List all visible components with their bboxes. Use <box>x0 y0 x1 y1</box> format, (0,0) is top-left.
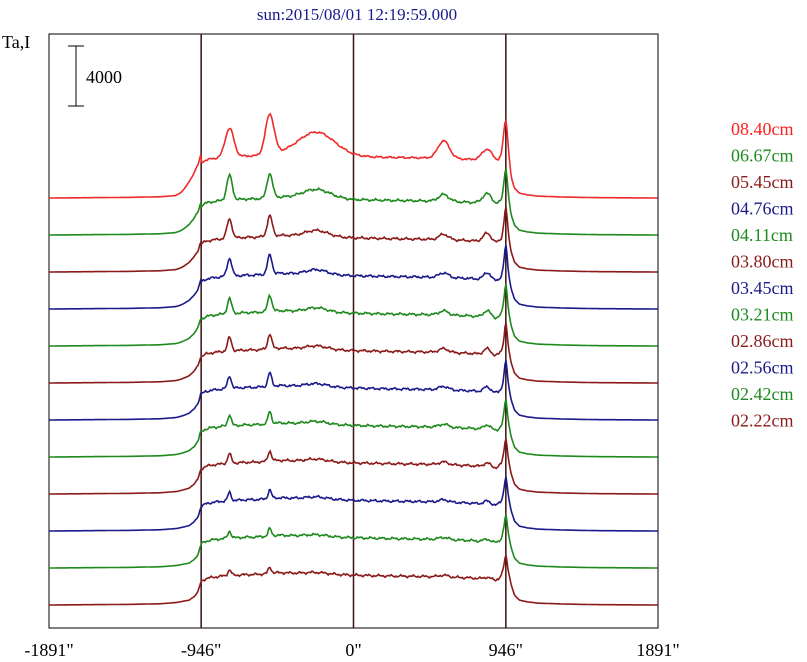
legend-entry-03.45cm: 03.45cm <box>731 278 794 298</box>
chart-title: sun:2015/08/01 12:19:59.000 <box>257 5 457 24</box>
scale-bar-label: 4000 <box>86 67 122 87</box>
series-line-08.40cm <box>49 112 658 199</box>
series-line-02.42cm <box>49 514 658 569</box>
intensity-scale-bar: 4000 <box>68 45 122 107</box>
series-line-03.80cm <box>49 322 658 384</box>
legend-entry-08.40cm: 08.40cm <box>731 119 794 139</box>
legend-entry-05.45cm: 05.45cm <box>731 172 794 192</box>
series-line-02.22cm <box>49 555 658 606</box>
legend: 08.40cm 06.67cm 05.45cm 04.76cm 04.11cm 03.80… <box>731 119 794 431</box>
legend-entry-03.80cm: 03.80cm <box>731 252 794 272</box>
legend-entry-06.67cm: 06.67cm <box>731 146 794 166</box>
series-line-04.76cm <box>49 245 658 310</box>
series-line-02.86cm <box>49 438 658 495</box>
legend-entry-02.42cm: 02.42cm <box>731 384 794 404</box>
vertical-marker-lines <box>200 34 507 628</box>
series-line-03.21cm <box>49 399 658 458</box>
x-tick-label-2: 0" <box>345 640 361 660</box>
x-tick-label-3: 946" <box>489 640 523 660</box>
x-tick-label-0: -1891" <box>24 640 73 660</box>
series-line-04.11cm <box>49 283 658 347</box>
x-tick-label-4: 1891" <box>636 640 679 660</box>
series-line-03.45cm <box>49 360 658 421</box>
x-tick-label-1: -946" <box>181 640 221 660</box>
x-axis-ticks: -1891" -946" 0" 946" 1891" <box>24 640 679 660</box>
legend-entry-02.86cm: 02.86cm <box>731 331 794 351</box>
legend-entry-02.56cm: 02.56cm <box>731 358 794 378</box>
legend-entry-02.22cm: 02.22cm <box>731 411 794 431</box>
legend-entry-04.76cm: 04.76cm <box>731 199 794 219</box>
legend-entry-04.11cm: 04.11cm <box>731 225 793 245</box>
series-line-02.56cm <box>49 476 658 532</box>
series-line-05.45cm <box>49 207 658 273</box>
series-lines <box>49 112 658 606</box>
y-axis-label: Ta,I <box>2 32 30 52</box>
series-line-06.67cm <box>49 168 658 236</box>
legend-entry-03.21cm: 03.21cm <box>731 305 794 325</box>
